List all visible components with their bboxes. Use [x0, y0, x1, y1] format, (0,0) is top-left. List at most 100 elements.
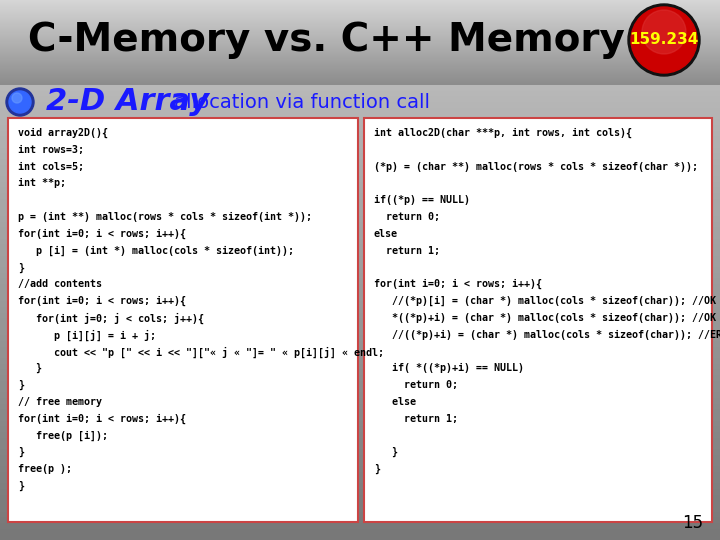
Bar	[0, 471, 720, 477]
Bar	[0, 352, 720, 358]
Bar	[0, 57, 720, 58]
Bar	[0, 27, 720, 29]
Bar	[0, 443, 720, 449]
Bar	[0, 19, 720, 21]
Bar	[0, 53, 720, 55]
Bar	[0, 75, 720, 77]
Bar	[0, 31, 720, 33]
Text: else: else	[374, 397, 416, 407]
Text: //(*p)[i] = (char *) malloc(cols * sizeof(char)); //OK: //(*p)[i] = (char *) malloc(cols * sizeo…	[374, 296, 716, 306]
Bar	[0, 318, 720, 324]
Bar	[0, 420, 720, 426]
Bar	[0, 249, 720, 255]
Bar	[0, 82, 720, 83]
Bar	[0, 386, 720, 392]
Bar	[0, 90, 720, 96]
Bar	[0, 261, 720, 267]
Bar	[0, 0, 720, 1]
Bar	[0, 66, 720, 68]
Text: free(p );: free(p );	[18, 464, 72, 474]
Bar	[0, 278, 720, 284]
Bar	[0, 73, 720, 75]
Bar	[0, 409, 720, 415]
Bar	[0, 84, 720, 91]
Text: }: }	[374, 464, 380, 474]
Bar	[0, 124, 720, 131]
Bar	[0, 18, 720, 19]
Text: // free memory: // free memory	[18, 397, 102, 407]
Bar	[0, 44, 720, 46]
Bar	[0, 522, 720, 529]
Text: for(int i=0; i < rows; i++){: for(int i=0; i < rows; i++){	[18, 414, 186, 424]
Bar	[0, 454, 720, 461]
Bar	[0, 511, 720, 517]
Bar	[0, 465, 720, 472]
Bar	[0, 22, 720, 23]
Bar	[0, 426, 720, 432]
Bar	[0, 33, 720, 35]
Circle shape	[12, 93, 22, 103]
Bar	[0, 16, 720, 17]
Bar	[0, 312, 720, 318]
Bar	[0, 357, 720, 363]
Bar	[0, 403, 720, 409]
Text: void array2D(){: void array2D(){	[18, 128, 108, 138]
Text: 2-D Array: 2-D Array	[46, 87, 209, 117]
Text: p = (int **) malloc(rows * cols * sizeof(int *));: p = (int **) malloc(rows * cols * sizeof…	[18, 212, 312, 222]
Bar	[0, 363, 720, 369]
Bar	[0, 210, 720, 216]
Bar	[0, 43, 720, 45]
Bar	[0, 102, 720, 108]
Text: C-Memory vs. C++ Memory: C-Memory vs. C++ Memory	[28, 21, 625, 59]
Bar	[0, 23, 720, 24]
Bar	[0, 55, 720, 56]
Bar	[0, 71, 720, 72]
Bar	[0, 295, 720, 301]
Bar	[0, 494, 720, 500]
Bar	[0, 26, 720, 28]
Bar	[0, 50, 720, 51]
Bar	[0, 51, 720, 52]
Text: (*p) = (char **) malloc(rows * cols * sizeof(char *));: (*p) = (char **) malloc(rows * cols * si…	[374, 161, 698, 172]
Text: }: }	[18, 447, 24, 457]
Bar	[0, 10, 720, 12]
Bar	[0, 130, 720, 136]
Bar	[0, 11, 720, 13]
Text: *((*p)+i) = (char *) malloc(cols * sizeof(char)); //OK: *((*p)+i) = (char *) malloc(cols * sizeo…	[374, 313, 716, 323]
Bar	[0, 158, 720, 165]
Bar	[0, 1, 720, 2]
Text: else: else	[374, 229, 398, 239]
Bar	[0, 69, 720, 70]
Bar	[0, 25, 720, 26]
Bar	[0, 21, 720, 22]
Bar	[0, 4, 720, 5]
FancyBboxPatch shape	[364, 118, 712, 522]
Bar	[0, 46, 720, 48]
Bar	[0, 37, 720, 38]
Text: for(int i=0; i < rows; i++){: for(int i=0; i < rows; i++){	[18, 296, 186, 306]
Bar	[0, 375, 720, 381]
Bar	[0, 215, 720, 221]
Bar	[0, 41, 720, 43]
Bar	[0, 369, 720, 375]
Bar	[0, 340, 720, 347]
Text: int cols=5;: int cols=5;	[18, 161, 84, 172]
Bar	[0, 8, 720, 10]
Text: }: }	[18, 363, 42, 374]
Bar	[0, 30, 720, 32]
Text: }: }	[18, 481, 24, 491]
Bar	[0, 15, 720, 16]
Bar	[0, 460, 720, 466]
Bar	[0, 84, 720, 85]
Bar	[0, 193, 720, 199]
Text: int alloc2D(char ***p, int rows, int cols){: int alloc2D(char ***p, int rows, int col…	[374, 128, 632, 138]
Bar	[0, 83, 720, 84]
Text: return 0;: return 0;	[374, 212, 440, 222]
Text: allocation via function call: allocation via function call	[168, 92, 430, 111]
Circle shape	[628, 4, 700, 76]
Bar	[0, 65, 720, 67]
Text: free(p [i]);: free(p [i]);	[18, 430, 108, 441]
Circle shape	[6, 88, 34, 116]
Bar	[0, 272, 720, 279]
Text: int **p;: int **p;	[18, 178, 66, 188]
